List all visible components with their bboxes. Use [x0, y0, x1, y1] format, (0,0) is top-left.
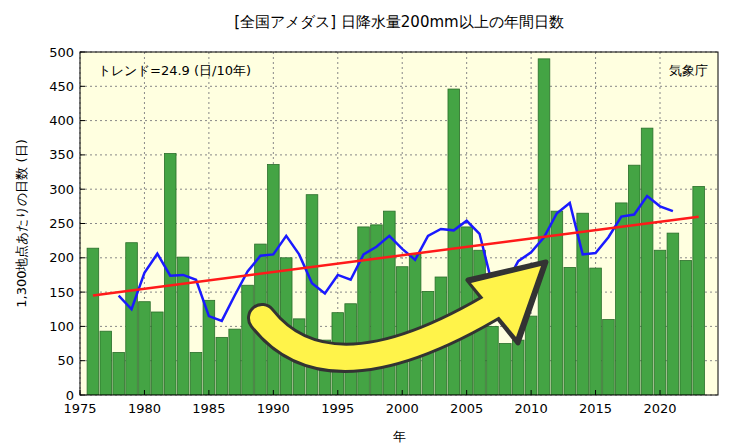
moving-average-line: [119, 196, 673, 321]
bar: [100, 331, 112, 395]
bar: [667, 233, 679, 395]
y-grid: [80, 120, 718, 121]
bar: [641, 128, 653, 395]
frame: [80, 52, 718, 395]
bar: [216, 337, 228, 395]
y-tick-label: 300: [49, 182, 74, 197]
y-tick: [80, 360, 85, 361]
trend-annotation: トレンド=24.9 (日/10年): [98, 63, 251, 78]
bar: [500, 344, 512, 395]
x-tick-label: 2015: [579, 401, 612, 416]
x-tick-label: 2005: [450, 401, 483, 416]
bar: [448, 89, 460, 395]
x-tick: [466, 390, 467, 395]
x-tick-label: 1980: [128, 401, 161, 416]
x-tick: [660, 390, 661, 395]
x-tick: [402, 390, 403, 395]
arrow-shaft: [262, 302, 500, 358]
x-axis-label: 年: [393, 429, 406, 444]
x-tick: [144, 390, 145, 395]
y-tick-label: 450: [49, 79, 74, 94]
source: 気象庁: [669, 63, 708, 78]
trend-line: [93, 217, 699, 296]
y-tick: [80, 292, 85, 293]
bar: [229, 329, 241, 395]
y-axis-label: 1,300地点あたりの日数 (日): [14, 139, 29, 308]
x-tick-label: 2020: [643, 401, 676, 416]
y-tick: [80, 395, 85, 396]
y-tick: [80, 120, 85, 121]
y-tick: [80, 223, 85, 224]
y-tick-label: 50: [57, 353, 74, 368]
bar: [113, 352, 125, 395]
bar: [87, 248, 99, 395]
y-tick: [80, 154, 85, 155]
bar: [628, 165, 640, 395]
x-tick-label: 2000: [386, 401, 419, 416]
chart: 0501001502002503003504004505001975198019…: [0, 0, 750, 448]
bar: [512, 340, 524, 395]
bar: [268, 165, 280, 395]
arrow-outline: [262, 302, 500, 358]
y-tick-label: 100: [49, 319, 74, 334]
y-tick-label: 250: [49, 216, 74, 231]
y-tick-label: 400: [49, 113, 74, 128]
y-tick-label: 150: [49, 285, 74, 300]
x-tick: [80, 390, 81, 395]
y-tick: [80, 189, 85, 190]
bar: [396, 267, 408, 395]
bar: [603, 320, 615, 395]
bar: [525, 316, 537, 395]
bar: [139, 302, 151, 395]
x-tick: [337, 390, 338, 395]
y-tick-label: 500: [49, 45, 74, 60]
y-tick: [80, 86, 85, 87]
bar: [487, 326, 499, 395]
x-tick-label: 1990: [257, 401, 290, 416]
x-tick: [273, 390, 274, 395]
bar: [242, 285, 254, 395]
bar: [551, 211, 563, 395]
y-tick: [80, 52, 85, 53]
x-tick: [595, 390, 596, 395]
x-tick-label: 1985: [192, 401, 225, 416]
x-tick-label: 2010: [515, 401, 548, 416]
bar: [126, 243, 138, 395]
arrow: [262, 262, 546, 358]
bar: [616, 203, 628, 395]
x-tick: [531, 390, 532, 395]
y-tick-label: 200: [49, 250, 74, 265]
y-grid: [80, 86, 718, 87]
x-tick-label: 1995: [321, 401, 354, 416]
bar: [190, 352, 202, 395]
bar: [590, 268, 602, 395]
bar: [177, 257, 189, 395]
bar: [538, 59, 550, 395]
x-tick: [208, 390, 209, 395]
plot-background: [80, 52, 718, 395]
arrow-head: [471, 266, 541, 337]
bar: [409, 254, 421, 395]
y-tick: [80, 326, 85, 327]
bar: [152, 312, 164, 395]
y-tick: [80, 257, 85, 258]
title: [全国アメダス] 日降水量200mm以上の年間日数: [234, 13, 563, 31]
plot-area: [87, 59, 704, 395]
bar: [564, 267, 576, 395]
bar: [654, 250, 666, 395]
y-tick-label: 350: [49, 147, 74, 162]
x-tick-label: 1975: [63, 401, 96, 416]
bar: [680, 261, 692, 395]
